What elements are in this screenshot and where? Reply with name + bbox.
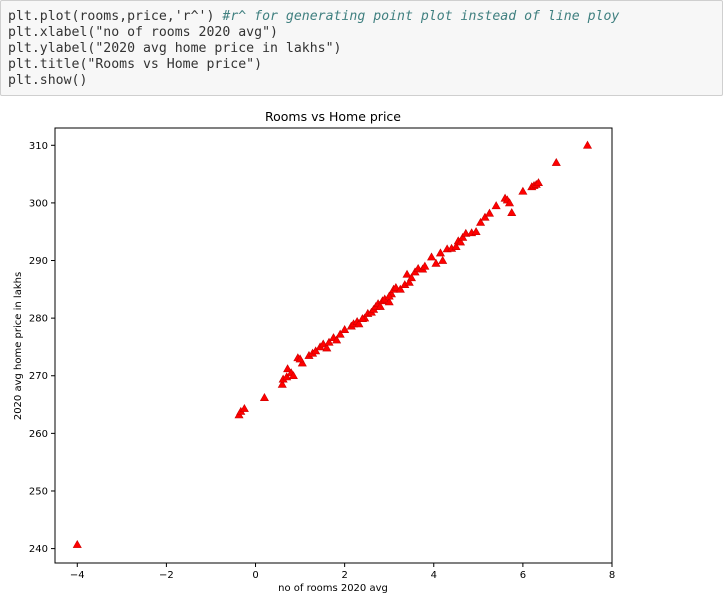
data-point (551, 157, 561, 166)
code-text: plt.ylabel("2020 avg home price in lakhs… (8, 41, 342, 56)
data-point (72, 539, 82, 548)
data-point (283, 364, 293, 373)
data-point (288, 371, 298, 380)
data-point (507, 208, 517, 216)
scatter-chart: Rooms vs Home price −4 −2 0 2 4 6 8 240 250 260 27… (13, 109, 615, 594)
data-point (504, 198, 515, 207)
code-line-5[interactable]: plt.show() (8, 73, 87, 89)
plot-frame (54, 127, 613, 564)
data-point (582, 140, 593, 149)
data-point (435, 248, 445, 257)
y-tick-label: 280 (29, 314, 48, 325)
data-point (476, 217, 486, 226)
x-tick-label: −2 (159, 570, 174, 581)
data-point (491, 201, 501, 210)
data-point (384, 297, 394, 306)
data-point (480, 212, 490, 221)
data-point (354, 319, 364, 328)
data-point (384, 291, 394, 300)
code-text: plt.show() (8, 73, 88, 88)
y-tick-label: 250 (29, 486, 48, 497)
data-point (357, 314, 367, 323)
x-axis-label: no of rooms 2020 avg (278, 583, 388, 594)
output-area: Rooms vs Home price −4 −2 0 2 4 6 8 240 250 260 27… (0, 100, 725, 611)
data-point (458, 232, 468, 241)
code-line-3[interactable]: plt.ylabel("2020 avg home price in lakhs… (8, 41, 341, 57)
x-tick-label: 2 (341, 570, 347, 581)
data-point (471, 227, 481, 236)
data-point (395, 284, 405, 293)
data-point (277, 379, 287, 388)
data-point (335, 329, 345, 338)
data-point (375, 302, 385, 310)
data-point (340, 325, 350, 333)
code-text: plt.plot(rooms,price,'r^') (8, 9, 223, 24)
data-point (402, 269, 412, 278)
x-tick-label: −4 (70, 570, 85, 581)
data-point (259, 393, 269, 401)
code-cell[interactable]: plt.plot(rooms,price,'r^') #r^ for gener… (0, 0, 723, 96)
data-point (391, 282, 401, 291)
code-line-2[interactable]: plt.xlabel("no of rooms 2020 avg") (8, 25, 278, 41)
plot-area: −4 −2 0 2 4 6 8 240 250 260 270 280 290 300 310 (29, 127, 615, 581)
code-text: plt.title("Rooms vs Home price") (8, 57, 263, 72)
data-point (311, 346, 321, 355)
y-tick-label: 310 (29, 141, 48, 152)
data-point (324, 337, 334, 346)
x-tick-label: 6 (520, 570, 526, 581)
code-comment: #r^ for generating point plot instead of… (222, 9, 620, 24)
data-point (461, 228, 471, 237)
data-point (451, 242, 461, 250)
y-tick-label: 290 (29, 256, 48, 267)
data-point (438, 255, 448, 264)
data-point (455, 237, 466, 246)
x-tick-label: 0 (252, 570, 258, 581)
y-axis-label: 2020 avg home price in lakhs (13, 272, 24, 420)
data-point (297, 358, 307, 367)
data-point (427, 252, 437, 261)
data-point (332, 335, 342, 344)
data-point (295, 354, 305, 363)
x-tick-label: 4 (431, 570, 437, 581)
x-tick-label: 8 (609, 570, 615, 581)
data-point (431, 258, 441, 267)
code-line-4[interactable]: plt.title("Rooms vs Home price") (8, 57, 262, 73)
data-point (420, 261, 430, 270)
code-text: plt.xlabel("no of rooms 2020 avg") (8, 25, 278, 40)
data-point (533, 178, 543, 187)
y-tick-label: 300 (29, 198, 48, 209)
data-point (239, 403, 249, 412)
data-point (406, 273, 416, 282)
data-point (322, 343, 332, 352)
y-tick-label: 270 (29, 371, 48, 382)
data-point (404, 277, 414, 286)
code-line-1[interactable]: plt.plot(rooms,price,'r^') #r^ for gener… (8, 9, 619, 25)
data-point (518, 186, 528, 195)
chart-title: Rooms vs Home price (265, 109, 401, 124)
y-tick-label: 260 (29, 429, 48, 440)
y-tick-label: 240 (29, 544, 48, 555)
data-point (484, 208, 494, 217)
data-point (282, 372, 292, 381)
